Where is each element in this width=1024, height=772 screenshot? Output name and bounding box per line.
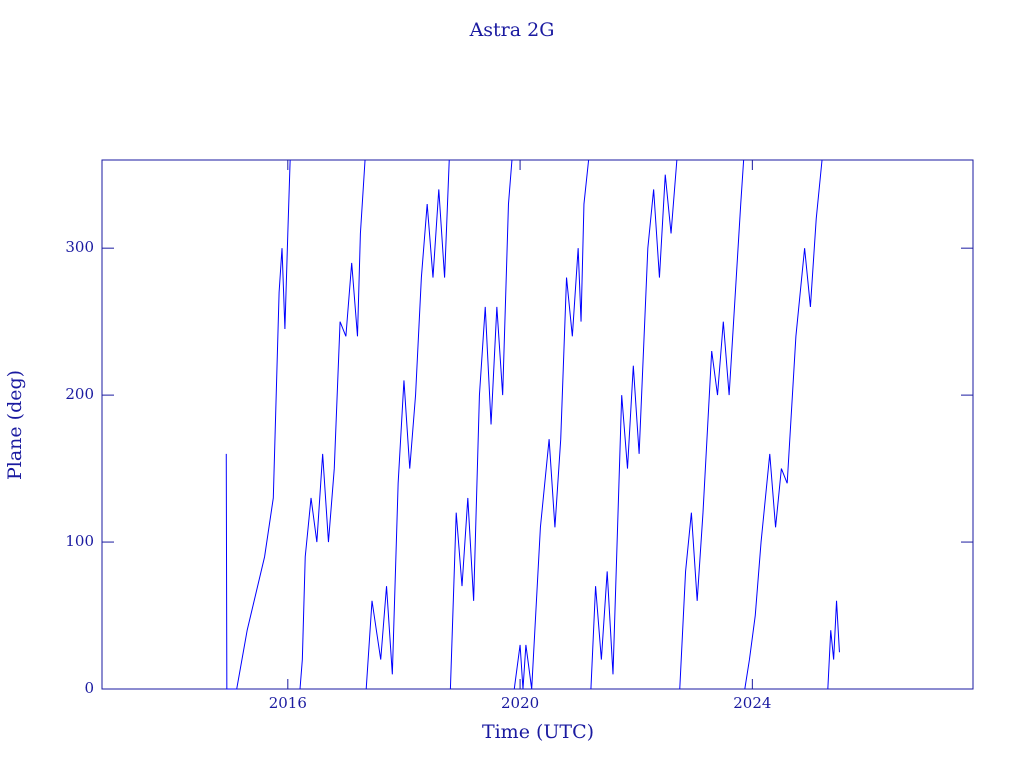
data-line [225,159,840,690]
chart-title: Astra 2G [469,19,555,41]
y-tick-label: 100 [65,532,94,550]
x-axis-title: Time (UTC) [482,721,594,743]
y-tick-label: 300 [65,238,94,256]
x-tick-label: 2016 [269,694,307,712]
x-tick-label: 2024 [733,694,771,712]
y-tick-label: 0 [84,679,94,697]
x-tick-label: 2020 [501,694,539,712]
plot-frame [101,159,974,690]
y-axis-title: Plane (deg) [4,370,26,480]
y-tick-label: 200 [65,385,94,403]
